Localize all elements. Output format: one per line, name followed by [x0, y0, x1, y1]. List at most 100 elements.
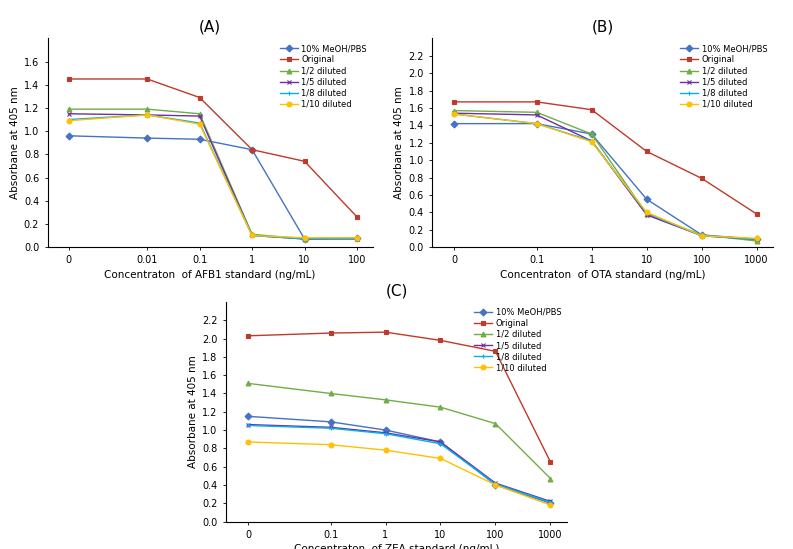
Original: [752, 211, 761, 217]
Line: Original: Original: [246, 330, 553, 464]
1/10 diluted: [752, 235, 761, 242]
10% MeOH/PBS: [532, 120, 542, 127]
10% MeOH/PBS: [326, 418, 335, 425]
Legend: 10% MeOH/PBS, Original, 1/2 diluted, 1/5 diluted, 1/8 diluted, 1/10 diluted: 10% MeOH/PBS, Original, 1/2 diluted, 1/5…: [472, 306, 563, 374]
1/5 diluted: [450, 110, 459, 116]
Line: 10% MeOH/PBS: 10% MeOH/PBS: [246, 414, 553, 506]
X-axis label: Concentraton  of ZEA standard (ng/mL): Concentraton of ZEA standard (ng/mL): [294, 544, 499, 549]
Original: [450, 99, 459, 105]
1/2 diluted: [752, 238, 761, 244]
1/8 diluted: [63, 116, 73, 123]
Line: 1/8 diluted: 1/8 diluted: [246, 423, 553, 505]
Original: [326, 330, 335, 337]
1/8 diluted: [491, 481, 500, 488]
Line: 1/10 diluted: 1/10 diluted: [452, 111, 759, 241]
Title: (A): (A): [199, 19, 221, 35]
1/8 diluted: [435, 440, 445, 447]
Legend: 10% MeOH/PBS, Original, 1/2 diluted, 1/5 diluted, 1/8 diluted, 1/10 diluted: 10% MeOH/PBS, Original, 1/2 diluted, 1/5…: [678, 43, 769, 110]
1/10 diluted: [532, 120, 542, 127]
Line: 1/2 diluted: 1/2 diluted: [452, 108, 759, 243]
1/5 diluted: [326, 424, 335, 430]
Original: [143, 76, 152, 82]
Line: 10% MeOH/PBS: 10% MeOH/PBS: [66, 133, 359, 242]
Original: [532, 99, 542, 105]
10% MeOH/PBS: [381, 427, 390, 433]
1/10 diluted: [143, 111, 152, 118]
Line: 1/8 diluted: 1/8 diluted: [66, 113, 359, 242]
10% MeOH/PBS: [587, 131, 596, 137]
1/10 diluted: [326, 441, 335, 448]
1/10 diluted: [195, 121, 205, 127]
1/2 diluted: [532, 109, 542, 116]
Original: [300, 158, 309, 165]
1/5 diluted: [352, 236, 362, 242]
1/5 diluted: [546, 498, 555, 505]
1/2 diluted: [546, 475, 555, 482]
Y-axis label: Absorbane at 405 nm: Absorbane at 405 nm: [10, 86, 20, 199]
Original: [63, 76, 73, 82]
1/2 diluted: [63, 106, 73, 113]
1/10 diluted: [546, 502, 555, 508]
1/2 diluted: [143, 106, 152, 113]
10% MeOH/PBS: [642, 196, 651, 203]
1/2 diluted: [450, 107, 459, 114]
1/8 diluted: [752, 236, 761, 243]
1/2 diluted: [491, 421, 500, 427]
10% MeOH/PBS: [63, 132, 73, 139]
Line: 1/5 diluted: 1/5 diluted: [246, 422, 553, 504]
Original: [491, 348, 500, 355]
10% MeOH/PBS: [195, 136, 205, 143]
Original: [381, 329, 390, 335]
Line: 1/10 diluted: 1/10 diluted: [246, 440, 553, 507]
10% MeOH/PBS: [243, 413, 253, 419]
10% MeOH/PBS: [697, 232, 707, 238]
Title: (C): (C): [385, 283, 408, 298]
1/10 diluted: [697, 232, 707, 239]
1/8 diluted: [697, 232, 707, 239]
10% MeOH/PBS: [435, 439, 445, 445]
1/8 diluted: [642, 210, 651, 216]
1/8 diluted: [352, 236, 362, 242]
1/10 diluted: [381, 447, 390, 453]
1/5 diluted: [642, 211, 651, 218]
Title: (B): (B): [592, 19, 614, 35]
1/10 diluted: [450, 111, 459, 117]
10% MeOH/PBS: [752, 236, 761, 243]
1/2 diluted: [697, 232, 707, 238]
1/2 diluted: [435, 404, 445, 411]
Original: [435, 337, 445, 344]
Line: 10% MeOH/PBS: 10% MeOH/PBS: [452, 121, 759, 242]
Legend: 10% MeOH/PBS, Original, 1/2 diluted, 1/5 diluted, 1/8 diluted, 1/10 diluted: 10% MeOH/PBS, Original, 1/2 diluted, 1/5…: [278, 43, 369, 110]
1/5 diluted: [63, 110, 73, 117]
Original: [243, 333, 253, 339]
1/10 diluted: [352, 234, 362, 241]
Original: [352, 214, 362, 220]
1/8 diluted: [381, 430, 390, 437]
1/2 diluted: [195, 110, 205, 117]
1/5 diluted: [381, 429, 390, 436]
1/2 diluted: [381, 396, 390, 403]
1/10 diluted: [247, 232, 257, 239]
1/8 diluted: [546, 499, 555, 506]
X-axis label: Concentraton  of AFB1 standard (ng/mL): Concentraton of AFB1 standard (ng/mL): [105, 270, 316, 279]
X-axis label: Concentraton  of OTA standard (ng/mL): Concentraton of OTA standard (ng/mL): [500, 270, 706, 279]
10% MeOH/PBS: [491, 481, 500, 488]
1/2 diluted: [300, 236, 309, 242]
1/5 diluted: [143, 111, 152, 118]
Original: [642, 148, 651, 155]
Line: 1/8 diluted: 1/8 diluted: [452, 111, 759, 242]
1/8 diluted: [300, 236, 309, 242]
1/10 diluted: [300, 234, 309, 241]
Y-axis label: Absorbane at 405 nm: Absorbane at 405 nm: [394, 86, 404, 199]
1/5 diluted: [435, 439, 445, 445]
Line: 1/2 diluted: 1/2 diluted: [246, 381, 553, 481]
Original: [697, 175, 707, 182]
1/10 diluted: [642, 209, 651, 216]
Line: 1/10 diluted: 1/10 diluted: [66, 113, 359, 240]
1/2 diluted: [642, 211, 651, 217]
Original: [546, 459, 555, 466]
1/5 diluted: [300, 236, 309, 242]
1/10 diluted: [435, 455, 445, 462]
1/8 diluted: [143, 111, 152, 118]
10% MeOH/PBS: [247, 147, 257, 153]
